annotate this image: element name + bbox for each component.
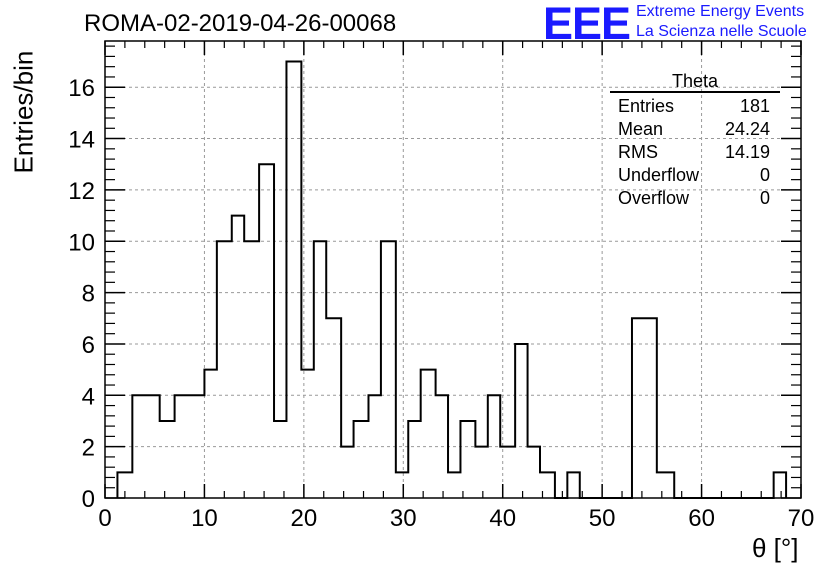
- histogram-bin: [301, 370, 313, 498]
- histogram-bin: [286, 62, 301, 498]
- histogram-bin: [567, 472, 579, 498]
- stats-row: Mean 24.24: [610, 118, 780, 141]
- y-tick-label: 4: [82, 383, 95, 410]
- stats-label: Underflow: [618, 165, 700, 185]
- eee-logo: EEE: [543, 0, 631, 49]
- stats-title: Theta: [610, 72, 780, 93]
- stats-label: Mean: [618, 119, 664, 139]
- tick-labels: 0 10 20 30 40 50 60 70 0 2 4 6 8 10 12 14 16: [68, 75, 814, 532]
- y-tick-label: 2: [82, 435, 95, 462]
- histogram-bin: [460, 421, 475, 498]
- y-tick-label: 10: [68, 229, 95, 256]
- stats-value: 0: [759, 188, 770, 208]
- histogram-bin: [244, 241, 259, 498]
- stats-row: RMS 14.19: [610, 141, 780, 164]
- stats-value: 0: [759, 165, 770, 185]
- histogram-bin: [274, 421, 286, 498]
- stats-value: 24.24: [724, 119, 770, 139]
- histogram-bin: [314, 241, 326, 498]
- chart-title: ROMA-02-2019-04-26-00068: [84, 10, 397, 37]
- histogram-bin: [354, 421, 369, 498]
- x-tick-label: 10: [191, 505, 218, 532]
- y-tick-label: 12: [68, 178, 95, 205]
- histogram-bin: [217, 241, 232, 498]
- y-tick-label: 0: [82, 486, 95, 513]
- histogram-bin: [259, 164, 274, 498]
- histogram-bin: [774, 472, 786, 498]
- histogram-bin: [408, 421, 420, 498]
- grid-lines: [105, 41, 801, 498]
- y-tick-label: 16: [68, 75, 95, 102]
- x-axis-label: θ [°]: [752, 533, 799, 563]
- histogram-bin: [632, 318, 657, 498]
- stats-value: 181: [739, 96, 770, 116]
- histogram-bin: [515, 344, 527, 498]
- y-tick-label: 14: [68, 127, 95, 154]
- x-tick-label: 0: [98, 505, 111, 532]
- histogram-outline: [116, 60, 788, 499]
- histogram-bin: [341, 447, 353, 498]
- stats-row: Entries 181: [610, 95, 780, 118]
- histogram-bin: [204, 370, 216, 498]
- logo-caption-line1: Extreme Energy Events: [636, 3, 805, 20]
- stats-box: Theta Entries 181 Mean 24.24 RMS 14.19 Unde…: [610, 72, 780, 210]
- x-tick-label: 20: [291, 505, 318, 532]
- stats-value: 14.19: [724, 142, 770, 162]
- x-tick-label: 50: [589, 505, 616, 532]
- stats-row: Overflow 0: [610, 187, 780, 210]
- histogram-bin: [421, 370, 436, 498]
- histogram-bin: [657, 472, 674, 498]
- x-tick-label: 60: [688, 505, 715, 532]
- histogram-bin: [160, 421, 175, 498]
- axis-ticks: [104, 41, 802, 499]
- histogram-bin: [528, 447, 540, 498]
- histogram-bin: [448, 472, 460, 498]
- histogram-bin: [326, 318, 341, 498]
- x-tick-label: 30: [390, 505, 417, 532]
- histogram-bin: [396, 472, 408, 498]
- y-tick-label: 6: [82, 332, 95, 359]
- histogram-bin: [232, 216, 244, 498]
- stats-label: Overflow: [618, 188, 690, 208]
- histogram-bin: [381, 241, 396, 498]
- y-axis-label: Entries/bin: [8, 50, 39, 174]
- plot-frame: [104, 40, 802, 499]
- histogram-bin: [475, 447, 487, 498]
- y-tick-label: 8: [82, 281, 95, 308]
- x-tick-label: 40: [489, 505, 516, 532]
- stats-label: RMS: [618, 142, 658, 162]
- logo-caption-line2: La Scienza nelle Scuole: [636, 23, 807, 40]
- stats-label: Entries: [618, 96, 675, 116]
- stats-row: Underflow 0: [610, 164, 780, 187]
- x-tick-label: 70: [788, 505, 815, 532]
